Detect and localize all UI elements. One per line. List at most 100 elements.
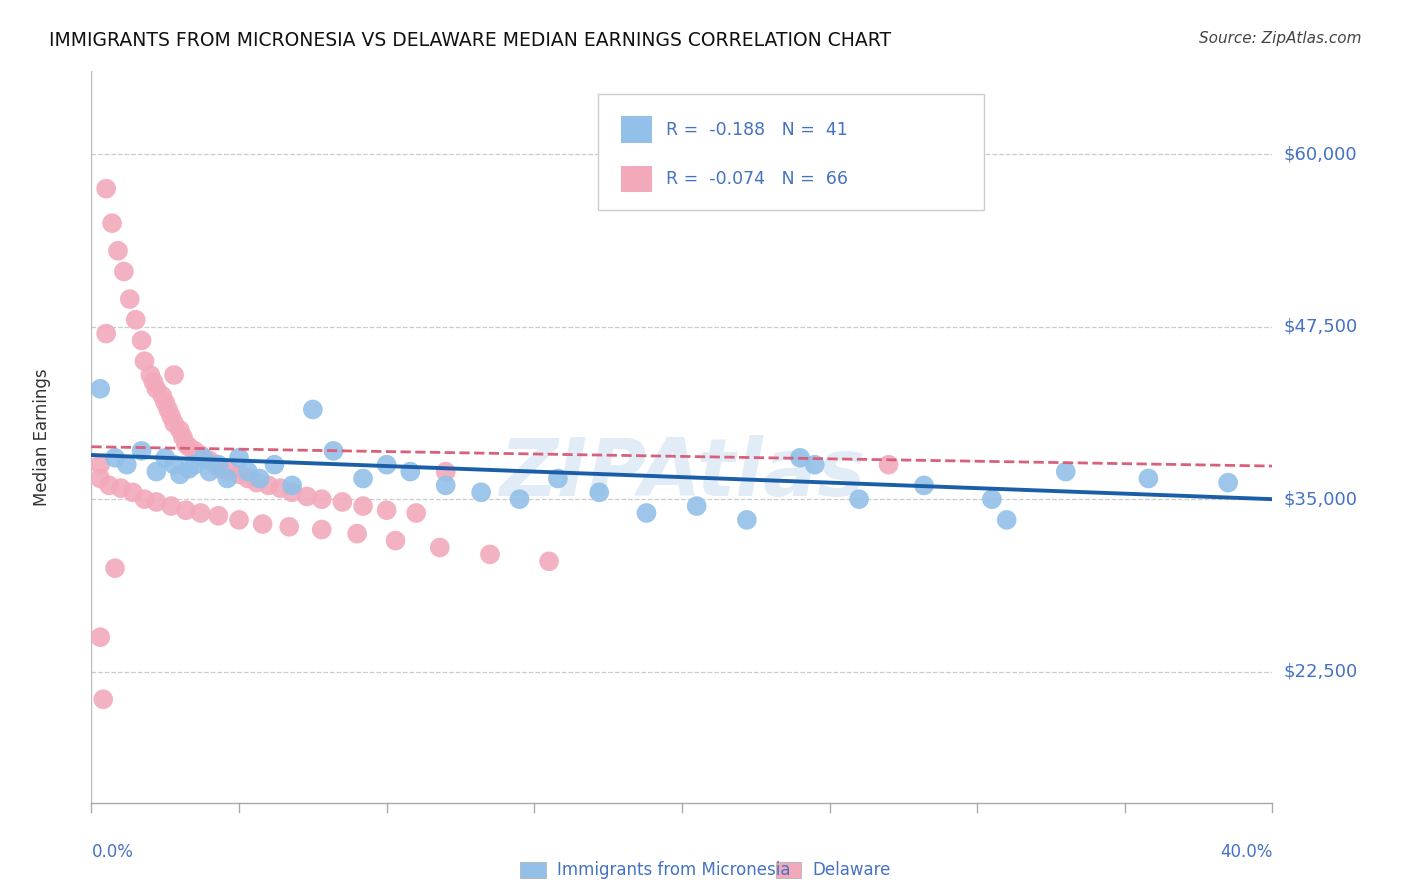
Point — [139, 368, 162, 382]
Point — [236, 465, 259, 479]
Point — [375, 503, 398, 517]
Point — [134, 354, 156, 368]
Point — [96, 326, 118, 341]
Point — [204, 458, 226, 472]
Point — [804, 458, 827, 472]
Point — [281, 485, 304, 500]
Point — [89, 471, 111, 485]
Point — [112, 264, 135, 278]
Point — [257, 478, 280, 492]
Point — [509, 492, 531, 507]
Point — [912, 478, 935, 492]
Point — [537, 554, 560, 568]
Text: IMMIGRANTS FROM MICRONESIA VS DELAWARE MEDIAN EARNINGS CORRELATION CHART: IMMIGRANTS FROM MICRONESIA VS DELAWARE M… — [49, 31, 891, 50]
Point — [177, 440, 200, 454]
Text: Immigrants from Micronesia: Immigrants from Micronesia — [557, 861, 790, 879]
Point — [322, 443, 344, 458]
Point — [89, 630, 111, 644]
Point — [295, 490, 318, 504]
Point — [263, 458, 285, 472]
Point — [193, 450, 215, 465]
Point — [145, 382, 167, 396]
Point — [405, 506, 427, 520]
Point — [848, 492, 870, 507]
Point — [169, 467, 191, 482]
Point — [228, 467, 250, 482]
Point — [877, 458, 900, 472]
Point — [110, 481, 132, 495]
Point — [301, 402, 323, 417]
Point — [236, 471, 259, 485]
Point — [193, 450, 215, 465]
Point — [332, 495, 354, 509]
Point — [131, 334, 153, 348]
Point — [89, 382, 111, 396]
Point — [183, 458, 207, 472]
Point — [118, 292, 141, 306]
Point — [209, 462, 232, 476]
Point — [249, 471, 271, 485]
Point — [98, 478, 121, 492]
Point — [1218, 475, 1240, 490]
Point — [101, 216, 124, 230]
Point — [198, 453, 221, 467]
Point — [157, 402, 180, 417]
Point — [384, 533, 406, 548]
Point — [207, 508, 229, 523]
Text: ZIPAtlas: ZIPAtlas — [499, 434, 865, 513]
Point — [174, 437, 197, 451]
Point — [228, 450, 250, 465]
Text: R =  -0.074   N =  66: R = -0.074 N = 66 — [666, 170, 848, 188]
Text: $47,500: $47,500 — [1284, 318, 1358, 335]
Point — [311, 523, 333, 537]
Point — [207, 458, 229, 472]
Point — [228, 513, 250, 527]
Point — [352, 499, 374, 513]
Point — [169, 423, 191, 437]
Point — [145, 495, 167, 509]
Point — [190, 506, 212, 520]
Point — [269, 481, 291, 495]
Point — [1137, 471, 1160, 485]
Point — [91, 692, 114, 706]
Point — [153, 450, 177, 465]
Point — [981, 492, 1004, 507]
Point — [246, 475, 269, 490]
Point — [434, 478, 457, 492]
Point — [1054, 465, 1077, 479]
Point — [145, 465, 167, 479]
Text: $35,000: $35,000 — [1284, 491, 1358, 508]
Text: Delaware: Delaware — [813, 861, 891, 879]
Point — [104, 450, 127, 465]
Point — [96, 182, 118, 196]
Point — [115, 458, 138, 472]
Point — [278, 520, 301, 534]
Point — [735, 513, 758, 527]
Point — [375, 458, 398, 472]
Point — [789, 450, 811, 465]
Text: 0.0%: 0.0% — [91, 843, 134, 861]
Point — [172, 430, 194, 444]
Point — [163, 417, 186, 431]
Text: Median Earnings: Median Earnings — [32, 368, 51, 506]
Point — [107, 244, 129, 258]
Point — [399, 465, 422, 479]
Point — [311, 492, 333, 507]
Point — [478, 548, 502, 562]
Point — [177, 462, 200, 476]
Point — [190, 448, 212, 462]
Point — [160, 409, 183, 424]
Point — [252, 516, 274, 531]
Point — [219, 465, 242, 479]
Point — [163, 458, 186, 472]
Text: $22,500: $22,500 — [1284, 663, 1358, 681]
Point — [121, 485, 143, 500]
Point — [352, 471, 374, 485]
Text: R =  -0.188   N =  41: R = -0.188 N = 41 — [666, 120, 848, 138]
Text: Source: ZipAtlas.com: Source: ZipAtlas.com — [1198, 31, 1361, 46]
Point — [174, 503, 197, 517]
Point — [142, 375, 165, 389]
Point — [124, 312, 148, 326]
Point — [217, 471, 239, 485]
Point — [434, 465, 457, 479]
